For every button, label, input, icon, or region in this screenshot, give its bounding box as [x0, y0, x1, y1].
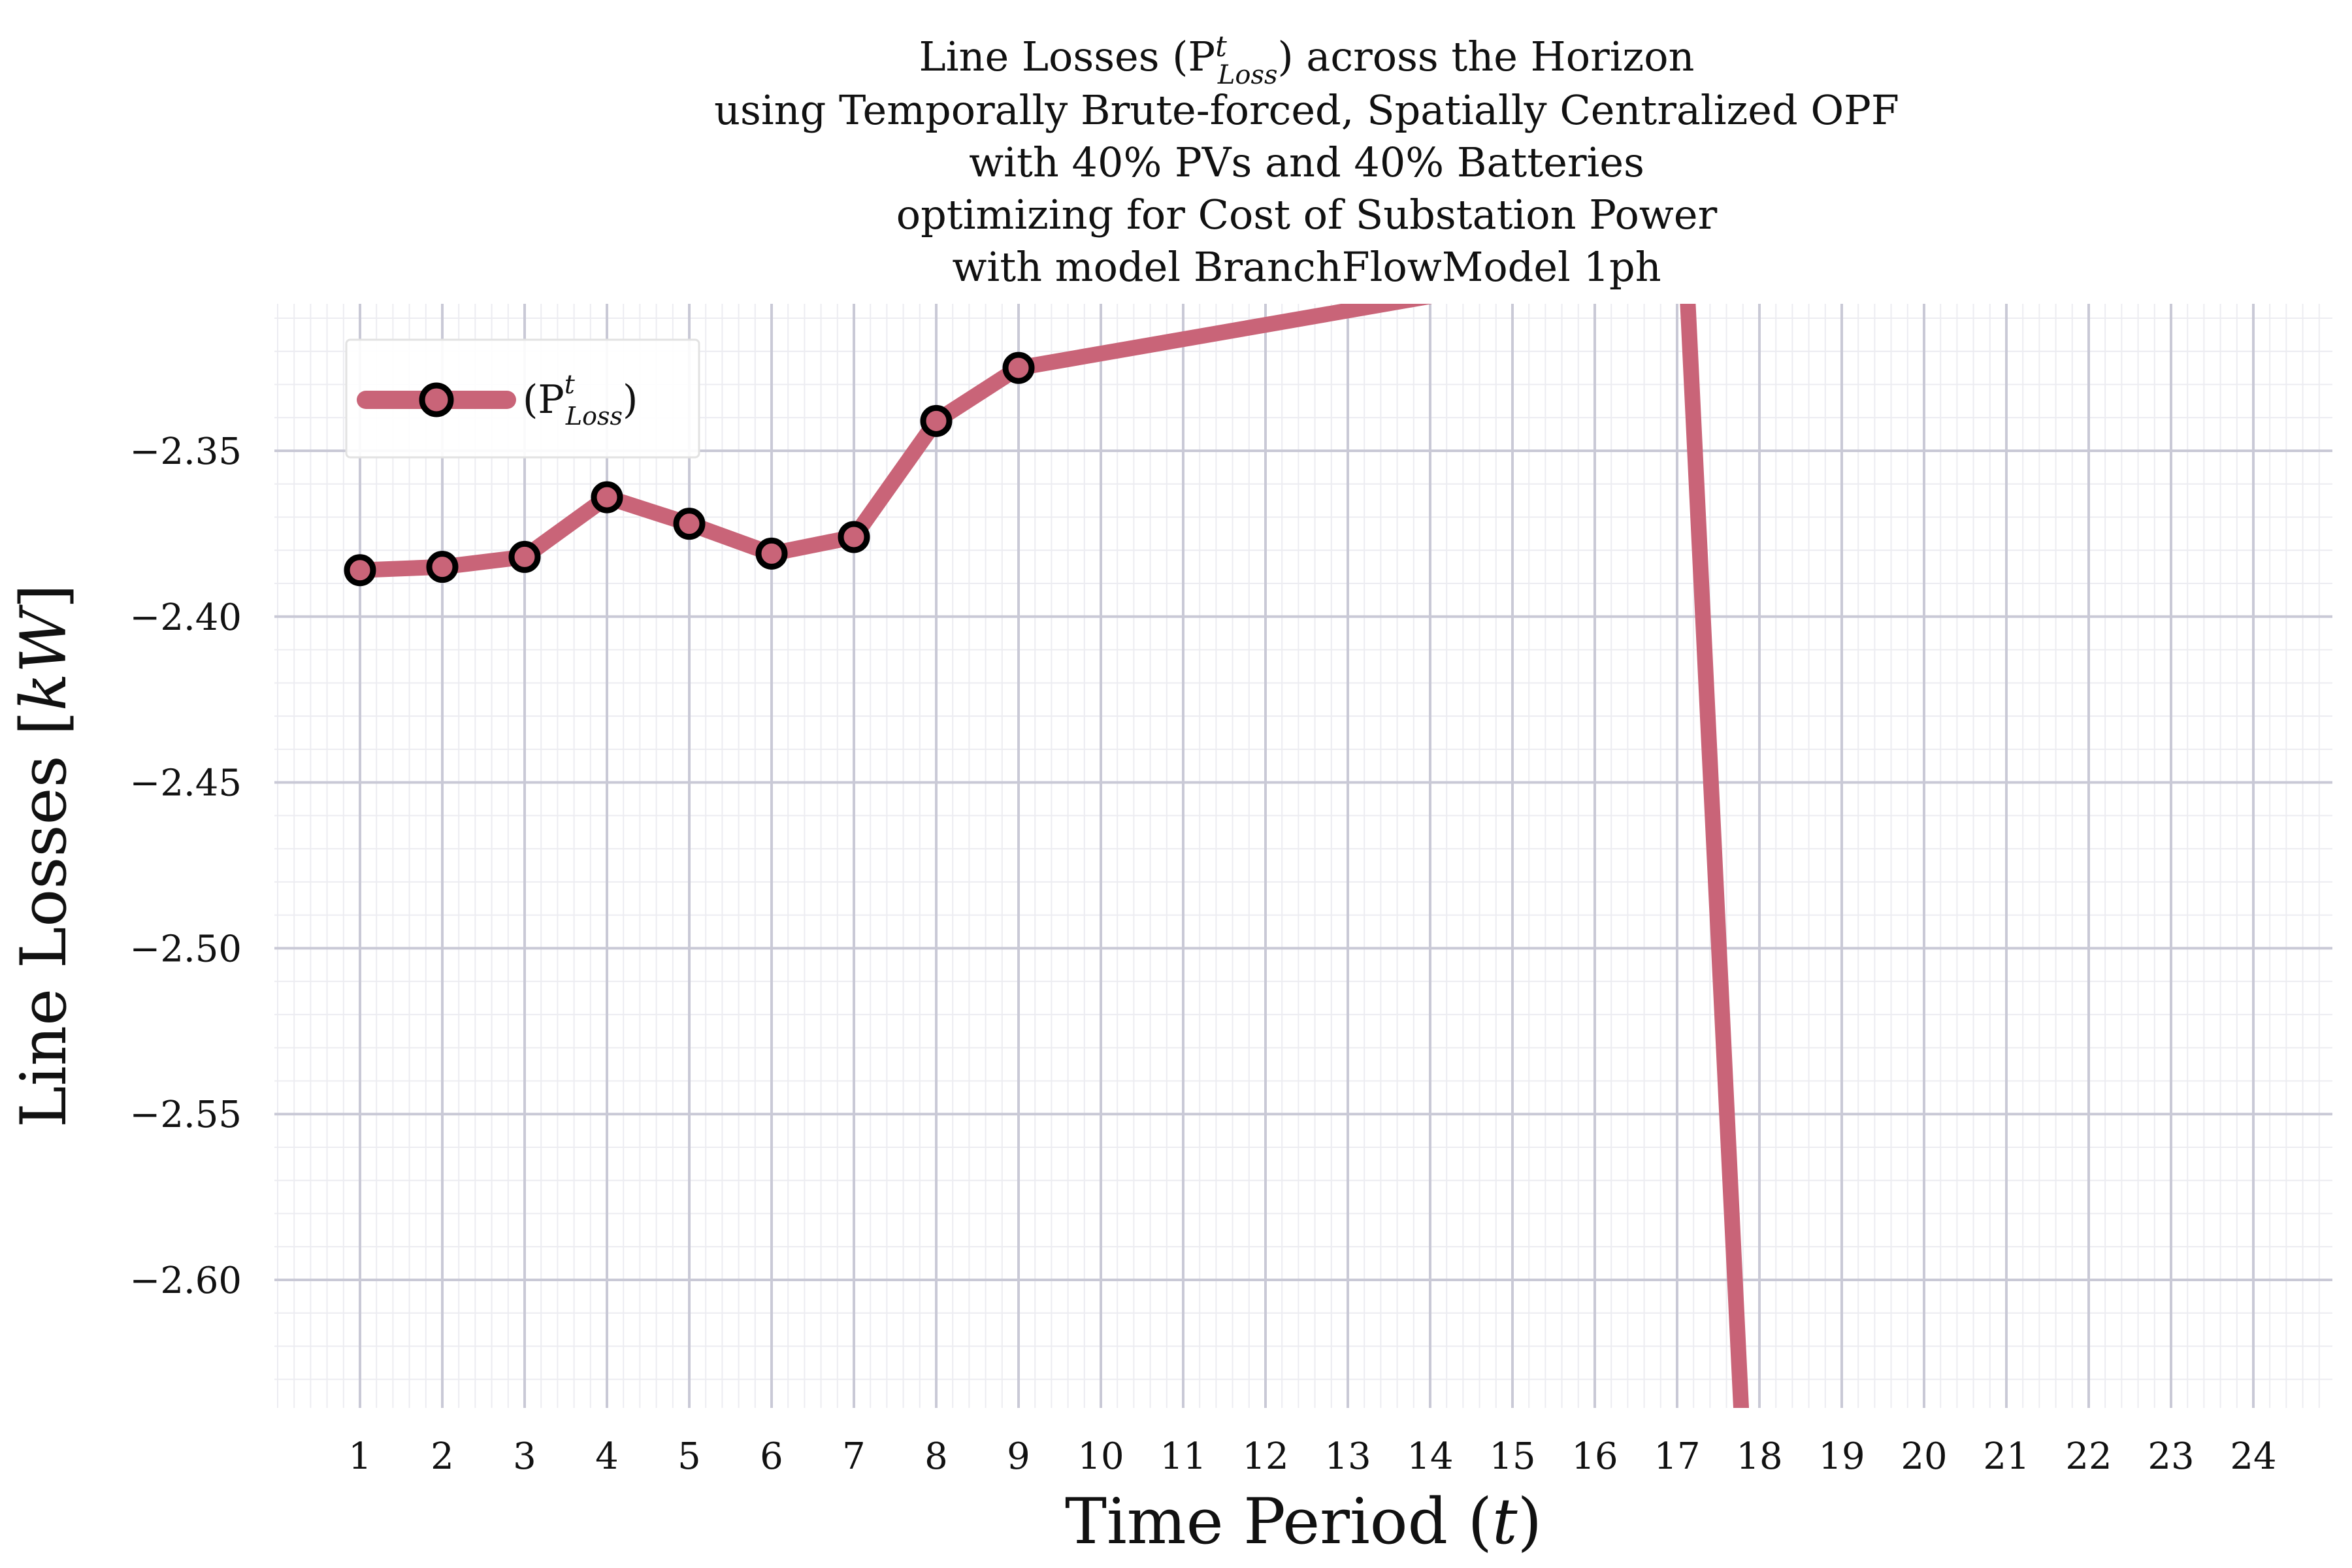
data-point [838, 521, 870, 553]
x-tick-label: 16 [1571, 1435, 1618, 1478]
y-axis-title: Line Losses [kW] [7, 584, 80, 1128]
data-point [1002, 351, 1035, 384]
title-line-5: with model BranchFlowModel 1ph [952, 243, 1661, 291]
x-tick-label: 20 [1901, 1435, 1947, 1478]
x-tick-label: 15 [1489, 1435, 1535, 1478]
legend-label: (Pt Loss) [523, 370, 638, 431]
y-tick-label: −2.50 [129, 928, 242, 970]
y-tick-label: −2.45 [129, 762, 242, 805]
data-point [673, 508, 706, 540]
x-tick-label: 9 [1007, 1435, 1030, 1478]
data-point [426, 551, 459, 583]
x-tick-label: 23 [2148, 1435, 2194, 1478]
x-tick-label: 19 [1818, 1435, 1865, 1478]
title-line-4: optimizing for Cost of Substation Power [896, 191, 1718, 238]
major-grid [274, 304, 2332, 1408]
x-tick-label: 18 [1736, 1435, 1782, 1478]
x-axis-title: Time Period (t) [1065, 1485, 1542, 1558]
marker-layer [344, 351, 1035, 587]
x-tick-label: 12 [1242, 1435, 1288, 1478]
x-tick-labels: 1 2 3 4 5 6 7 8 9 10 11 12 13 14 15 16 17 18 19 20 21 22 23 24 [348, 1435, 2276, 1478]
data-point [920, 404, 953, 437]
x-tick-label: 3 [513, 1435, 536, 1478]
y-tick-label: −2.35 [129, 431, 242, 473]
chart-title: Line Losses (Pt Loss) across the Horizon … [714, 30, 1899, 291]
x-tick-label: 5 [678, 1435, 701, 1478]
data-point [508, 540, 541, 573]
data-point [591, 481, 623, 514]
x-tick-label: 13 [1324, 1435, 1371, 1478]
x-tick-label: 8 [924, 1435, 948, 1478]
legend-box [345, 338, 700, 459]
title-line-2: using Temporally Brute-forced, Spatially… [714, 86, 1899, 134]
x-tick-label: 14 [1407, 1435, 1453, 1478]
legend: (Pt Loss) [345, 338, 700, 459]
x-tick-label: 10 [1077, 1435, 1124, 1478]
x-tick-label: 24 [2230, 1435, 2276, 1478]
x-tick-label: 4 [595, 1435, 619, 1478]
y-tick-labels: −2.35 −2.40 −2.45 −2.50 −2.55 −2.60 [129, 431, 242, 1302]
x-tick-label: 21 [1983, 1435, 2029, 1478]
title-line-3: with 40% PVs and 40% Batteries [969, 139, 1644, 186]
x-tick-label: 1 [348, 1435, 372, 1478]
data-point [755, 537, 788, 570]
x-tick-label: 7 [842, 1435, 866, 1478]
title-line-1: Line Losses (Pt Loss) across the Horizon [919, 30, 1695, 90]
x-tick-label: 2 [431, 1435, 454, 1478]
x-tick-label: 6 [760, 1435, 783, 1478]
x-tick-label: 11 [1160, 1435, 1206, 1478]
minor-grid [274, 304, 2332, 1408]
y-tick-label: −2.60 [129, 1260, 242, 1302]
legend-marker-swatch [419, 382, 454, 417]
y-tick-label: −2.55 [129, 1094, 242, 1136]
x-tick-label: 17 [1654, 1435, 1700, 1478]
y-tick-label: −2.40 [129, 596, 242, 639]
data-point [344, 554, 376, 587]
x-tick-label: 22 [2065, 1435, 2112, 1478]
